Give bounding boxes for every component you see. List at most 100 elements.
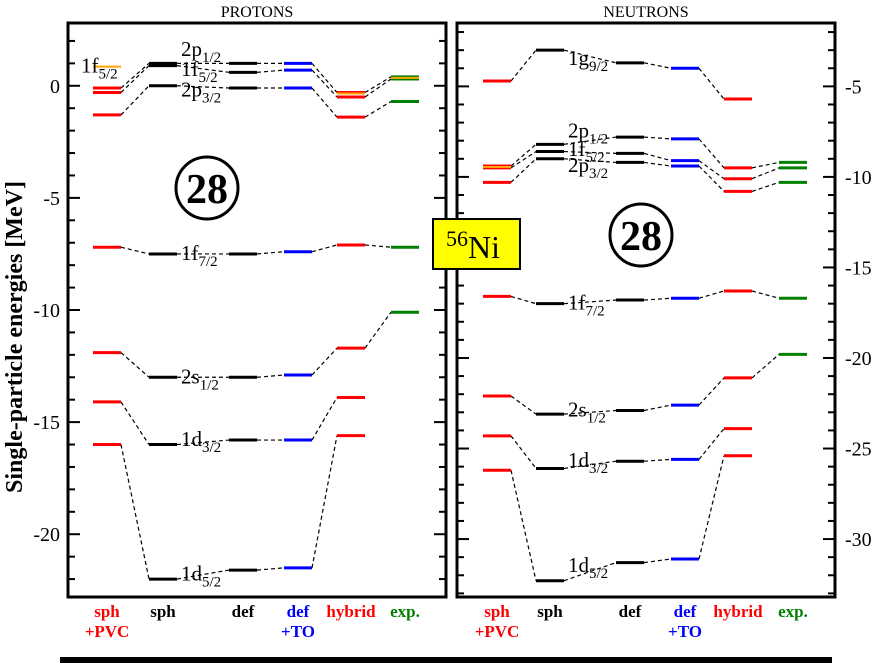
column-sublabel-1-3: +TO <box>668 622 702 641</box>
connector-1-6-2 <box>643 136 672 140</box>
chart-text: PROTONS0-5-10-15-201f5/22p1/21f5/22p3/21… <box>2 4 872 641</box>
connector-1-5-3 <box>698 160 725 180</box>
column-label-0-2: def <box>232 602 255 621</box>
connector-0-2-0 <box>120 352 150 378</box>
connector-1-2-0 <box>510 395 537 415</box>
nucleus-label-box <box>432 218 521 270</box>
connector-1-3-3 <box>698 290 725 299</box>
orbital-label-0-5: 2s1/2 <box>181 364 219 393</box>
orbital-label-1-5: 2s1/2 <box>568 397 606 426</box>
column-label-1-2: def <box>619 602 642 621</box>
orbital-label-0-3: 2p3/2 <box>181 77 221 106</box>
connector-1-6-1 <box>563 136 617 145</box>
connector-1-3-2 <box>643 297 672 301</box>
orbital-label-0-2: 1f5/2 <box>181 57 218 86</box>
connector-0-3-0 <box>120 246 150 255</box>
connector-1-2-3 <box>698 377 725 406</box>
tick-label-0-3: -15 <box>33 412 60 434</box>
connector-1-1-0 <box>510 435 537 469</box>
panel-frame-1 <box>455 21 837 599</box>
energy-levels <box>93 48 807 583</box>
column-label-1-0: sph <box>484 602 510 621</box>
column-label-1-3: def <box>674 602 697 621</box>
tick-label-1-3: -20 <box>845 348 872 370</box>
connector-1-3-0 <box>510 295 537 305</box>
connector-1-5-4 <box>751 167 780 180</box>
orbital-label-1-0: 1g9/2 <box>568 46 608 75</box>
connector-0-3-3 <box>311 244 338 253</box>
magic-number-1: 28 <box>620 214 662 260</box>
connector-1-4-1 <box>563 158 617 164</box>
orbital-label-0-0: 1f5/2 <box>81 54 118 83</box>
connector-1-4-3 <box>698 165 725 192</box>
column-label-0-5: exp. <box>390 602 420 621</box>
connector-1-7-0 <box>510 49 537 82</box>
magic-number-circle-0 <box>174 155 240 221</box>
tick-label-0-4: -20 <box>33 524 60 546</box>
connector-0-5-4 <box>364 78 392 98</box>
column-sublabel-0-3: +TO <box>281 622 315 641</box>
connector-0-4-1 <box>176 85 230 89</box>
connector-0-2-2 <box>256 374 285 378</box>
connector-0-4-0 <box>120 85 150 116</box>
connector-0-5-2 <box>256 69 285 73</box>
tick-label-0-2: -10 <box>33 300 60 322</box>
magic-number-circle-1 <box>608 202 674 268</box>
connector-1-7-1 <box>563 49 617 64</box>
connector-0-5-0 <box>120 65 150 93</box>
column-label-0-0: sph <box>94 602 120 621</box>
connector-1-5-1 <box>563 150 617 154</box>
connector-1-7-3 <box>698 67 725 100</box>
connector-0-5-3 <box>311 69 338 98</box>
connector-1-6-0 <box>510 143 537 167</box>
orbital-label-1-6: 1d3/2 <box>568 448 608 477</box>
connector-1-2-2 <box>643 404 672 412</box>
column-sublabel-1-0: +PVC <box>475 622 520 641</box>
column-label-0-4: hybrid <box>326 602 376 621</box>
column-label-1-1: sph <box>537 602 563 621</box>
column-label-1-5: exp. <box>778 602 808 621</box>
column-label-0-1: sph <box>150 602 176 621</box>
nucleus-label: 56Ni <box>446 226 500 265</box>
tick-label-1-4: -25 <box>845 439 872 461</box>
connector-1-6-3 <box>698 138 725 169</box>
connector-0-3-2 <box>256 251 285 255</box>
tick-label-1-1: -10 <box>845 167 872 189</box>
connector-1-2-4 <box>751 353 780 379</box>
connector-1-6-4 <box>751 161 780 169</box>
orbital-label-0-1: 2p1/2 <box>181 37 221 66</box>
connector-1-1-3 <box>698 428 725 460</box>
panel-frames <box>60 21 837 663</box>
connector-0-1-3 <box>311 397 338 441</box>
orbital-label-0-6: 1d3/2 <box>181 427 221 456</box>
tick-label-1-5: -30 <box>845 529 872 551</box>
connector-1-4-0 <box>510 158 537 183</box>
orbital-label-1-2: 1f5/2 <box>568 137 605 166</box>
orbital-label-1-4: 1f7/2 <box>568 291 605 320</box>
connector-1-5-2 <box>643 152 672 162</box>
connector-1-0-3 <box>698 455 725 560</box>
column-sublabel-0-0: +PVC <box>85 622 130 641</box>
connector-1-4-2 <box>643 161 672 167</box>
panel-title-1: NEUTRONS <box>603 4 688 21</box>
connector-0-1-0 <box>120 401 150 445</box>
connector-0-6-4 <box>364 76 392 94</box>
connector-0-0-3 <box>311 435 338 568</box>
connector-0-0-0 <box>120 444 150 580</box>
panel-frame-0 <box>66 21 448 599</box>
orbital-label-0-4: 1f7/2 <box>181 241 218 270</box>
connector-1-4-4 <box>751 181 780 192</box>
tick-label-1-0: -5 <box>845 76 862 98</box>
connector-0-5-1 <box>176 65 230 73</box>
connector-0-1-1 <box>176 439 230 446</box>
orbital-label-0-7: 1d5/2 <box>181 562 221 591</box>
tick-label-0-0: 0 <box>50 76 60 98</box>
connector-0-2-3 <box>311 347 338 376</box>
connector-1-5-0 <box>510 151 537 169</box>
tick-label-0-1: -5 <box>43 188 60 210</box>
connector-1-2-1 <box>563 409 617 415</box>
orbital-label-1-7: 1d5/2 <box>568 553 608 582</box>
column-label-1-4: hybrid <box>713 602 763 621</box>
connector-1-0-2 <box>643 558 672 564</box>
connector-1-3-1 <box>563 299 617 305</box>
